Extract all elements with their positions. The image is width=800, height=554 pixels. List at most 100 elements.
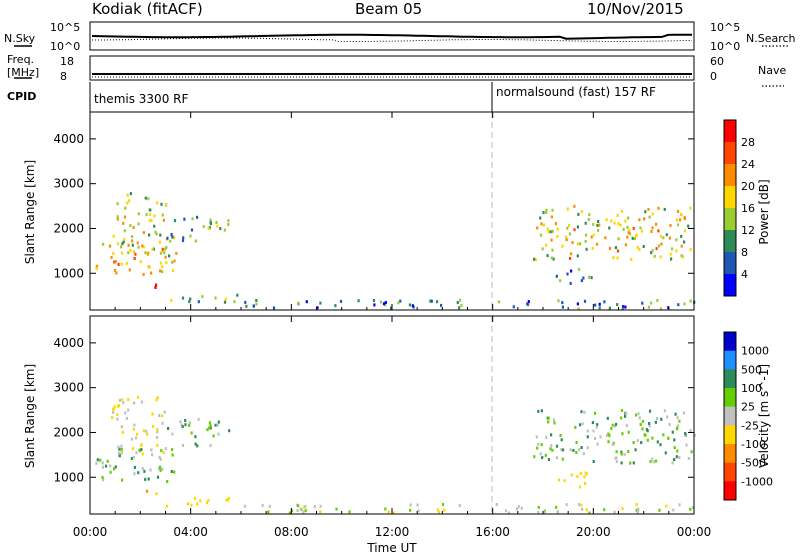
velocity-region-0-cell (101, 461, 104, 465)
velocity-region-6-cell (646, 438, 649, 442)
power-region-0-cell (114, 260, 117, 263)
velocity-region-0-cell (95, 461, 98, 465)
velocity-region-6-cell (533, 455, 536, 459)
velocity-colorbar-swatch (724, 350, 736, 370)
power-region-5-cell (616, 303, 619, 307)
power-region-2-cell (155, 283, 158, 287)
power-region-1-cell (127, 243, 130, 247)
velocity-colorbar-tick: -1000 (741, 475, 773, 488)
power-region-6-cell (612, 256, 615, 260)
power-region-6-cell (647, 207, 650, 211)
velocity-region-3-cell (171, 432, 174, 436)
velocity-region-5-cell (409, 508, 412, 512)
power-region-6-cell (576, 225, 579, 229)
power-region-0-cell (175, 251, 178, 255)
velocity-region-0-cell (133, 472, 136, 476)
power-region-1-cell (123, 215, 127, 219)
x-axis: 00:00 04:00 08:00 12:00 16:00 20:00 00:00 (73, 112, 711, 539)
velocity-region-6-cell (541, 456, 544, 460)
velocity-region-0-cell (170, 470, 173, 473)
power-region-6-cell (566, 226, 569, 230)
velocity-region-3-cell (181, 425, 184, 429)
velocity-region-6-cell (625, 424, 628, 428)
velocity-colorbar-tick: 25 (741, 401, 755, 414)
power-region-6-cell (631, 236, 634, 240)
velocity-region-3-cell (197, 417, 200, 421)
power-region-6-cell (592, 233, 595, 237)
power-region-6-cell (547, 230, 550, 234)
velocity-region-0-cell (144, 477, 147, 481)
velocity-colorbar-swatch (724, 369, 736, 389)
velocity-region-5-cell (436, 508, 439, 512)
power-region-6-cell (533, 257, 536, 261)
velocity-region-6-cell (673, 458, 676, 461)
power-region-6-cell (590, 235, 593, 239)
velocity-region-1-cell (120, 398, 123, 402)
velocity-colorbar-tick: 100 (741, 382, 762, 395)
velocity-region-6-cell (623, 452, 626, 456)
velocity-region-6-cell (537, 409, 540, 413)
velocity-region-6-cell (654, 459, 658, 463)
power-colorbar-tick: 20 (741, 180, 755, 193)
power-colorbar-swatch (724, 252, 736, 275)
power-region-0-cell (113, 268, 117, 272)
power-region-6-cell (549, 230, 552, 234)
velocity-region-1-cell (135, 451, 138, 455)
power-region-7-cell (582, 276, 585, 280)
velocity-colorbar-swatch (724, 481, 736, 501)
power-region-5-cell (598, 306, 601, 310)
velocity-region-4-cell (225, 498, 228, 502)
power-region-0-cell (102, 242, 105, 246)
velocity-region-6-cell (535, 435, 538, 439)
power-region-6-cell (619, 223, 622, 227)
velocity-region-5-cell (409, 503, 412, 507)
power-region-0-cell (163, 251, 166, 255)
power-region-1-cell (164, 247, 167, 251)
power-region-5-cell (526, 302, 529, 306)
velocity-region-0-cell (161, 467, 164, 471)
velocity-region-6-cell (656, 440, 659, 444)
power-region-6-cell (588, 213, 591, 217)
velocity-region-3-cell (184, 423, 187, 427)
power-region-6-cell (596, 224, 599, 227)
power-region-1-cell (122, 240, 125, 244)
power-region-3-cell (223, 228, 226, 232)
power-region-5-cell (255, 302, 258, 306)
velocity-region-6-cell (560, 438, 563, 442)
power-region-3-cell (181, 239, 185, 243)
velocity-region-0-cell (160, 449, 163, 453)
freq-tick-bottom: 8 (60, 70, 67, 83)
power-colorbar-swatch (724, 230, 736, 253)
power-region-5-cell (382, 302, 386, 306)
velocity-region-7-cell (570, 473, 573, 477)
power-colorbar-tick: 12 (741, 224, 755, 237)
power-region-5-cell (390, 306, 393, 310)
nsearch-tick-bottom: 10^0 (710, 40, 740, 53)
velocity-region-1-cell (118, 399, 121, 402)
power-region-3-cell (209, 222, 212, 226)
velocity-region-6-cell (625, 411, 628, 415)
power-region-6-cell (638, 247, 641, 251)
power-region-3-cell (227, 223, 230, 226)
power-region-4-cell (224, 297, 227, 301)
power-region-6-cell (633, 237, 636, 241)
velocity-region-3-cell (167, 427, 170, 430)
velocity-region-0-cell (101, 475, 104, 479)
power-region-3-cell (194, 239, 197, 243)
velocity-region-1-cell (113, 405, 116, 409)
power-region-5-cell (244, 300, 247, 304)
power-region-0-cell (147, 251, 150, 255)
velocity-region-0-cell (173, 470, 176, 474)
velocity-region-5-cell (458, 504, 461, 508)
velocity-region-1-cell (133, 423, 136, 427)
velocity-region-5-cell (319, 504, 322, 508)
velocity-region-6-cell (676, 426, 679, 430)
velocity-colorbar-tick: -500 (741, 457, 766, 470)
velocity-region-3-cell (181, 444, 185, 447)
power-region-1-cell (145, 213, 148, 217)
velocity-region-6-cell (607, 440, 610, 444)
velocity-region-6-cell (674, 412, 677, 416)
power-region-5-cell (577, 307, 580, 311)
power-region-3-cell (207, 227, 210, 231)
power-region-0-cell (117, 263, 120, 266)
